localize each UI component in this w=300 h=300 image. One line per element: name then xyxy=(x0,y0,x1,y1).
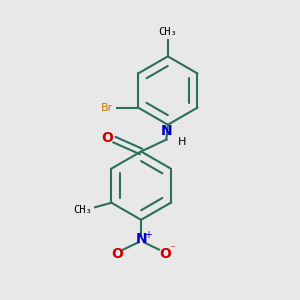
Text: CH₃: CH₃ xyxy=(74,205,92,215)
Text: N: N xyxy=(160,124,172,138)
Text: O: O xyxy=(111,247,123,261)
Text: N: N xyxy=(135,232,147,246)
Text: H: H xyxy=(178,137,186,147)
Text: +: + xyxy=(144,230,152,240)
Text: ⁻: ⁻ xyxy=(169,244,175,255)
Text: O: O xyxy=(159,247,171,261)
Text: CH₃: CH₃ xyxy=(158,27,177,37)
Text: Br: Br xyxy=(101,103,113,112)
Text: O: O xyxy=(101,131,113,145)
